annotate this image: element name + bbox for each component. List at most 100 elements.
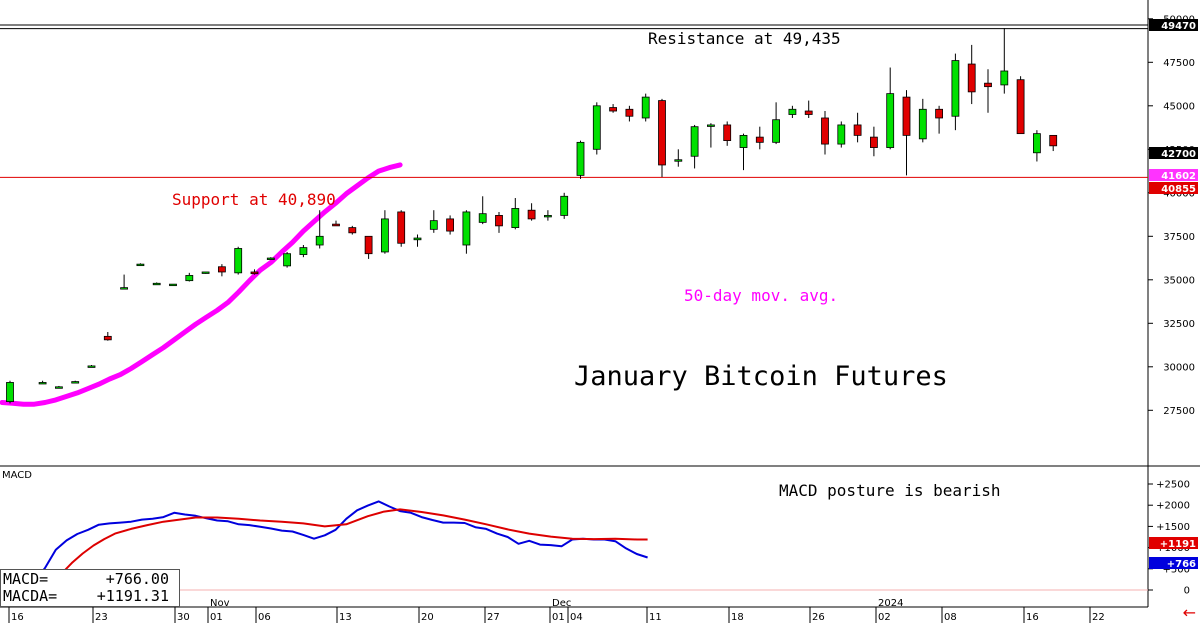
candle [951,53,960,131]
candle [739,133,748,171]
candle [446,215,455,235]
candle [250,269,259,275]
month-label: Dec [552,598,571,609]
macd-panel-title: MACD [2,470,32,481]
candle [1033,130,1041,162]
candle [853,112,862,143]
candle [576,140,585,179]
candle [609,104,617,113]
price-tick-label: 47500 [1163,58,1195,69]
candle [103,332,112,341]
date-tick-label: 08 [944,612,957,623]
chart-title: January Bitcoin Futures [574,361,948,392]
candle [821,111,829,155]
candle [152,282,161,286]
value-badge: 42700 [1149,147,1198,160]
ma-line [0,162,403,407]
back-arrow-icon[interactable]: ← [1182,603,1196,622]
value-badge: +766 [1149,557,1198,570]
candle [984,69,992,113]
candle [641,93,650,122]
candle [886,67,895,150]
candle [511,198,520,230]
price-tick-label: 32500 [1163,319,1195,330]
candle [690,124,699,169]
date-tick-label: 04 [570,612,583,623]
macda-readout-row: MACDA= +1191.31 [3,588,179,605]
date-tick-label: 16 [1026,612,1039,623]
svg-text:+1191: +1191 [1160,539,1196,550]
candle [804,100,813,118]
date-tick-label: 26 [812,612,825,623]
macd-readout-box: MACD= +766.00 MACDA= +1191.31 [0,569,180,607]
ma-annotation: 50-day mov. avg. [684,286,838,305]
macd-series-macda [49,508,648,590]
price-tick-label: 30000 [1163,362,1195,373]
candle [1049,134,1058,152]
candle [38,380,47,385]
price-tick-label: 27500 [1163,406,1195,417]
candle [478,196,487,225]
macd-tick-label: +2500 [1156,480,1190,491]
candle [935,105,943,134]
candle [592,102,601,155]
candle [217,264,226,277]
macd-tick-label: 0 [1184,586,1190,597]
candle [527,203,536,221]
date-tick-label: 02 [878,612,891,623]
date-tick-label: 13 [339,612,352,623]
candle [1016,76,1025,135]
value-badge: 40855 [1149,182,1198,195]
macd-readout-row: MACD= +766.00 [3,571,179,588]
date-tick-label: 20 [421,612,434,623]
candle [462,210,471,254]
candle [120,274,128,290]
candle [348,225,357,235]
resistance-annotation: Resistance at 49,435 [648,29,841,48]
candle [723,121,732,146]
candle [71,380,80,384]
candle [967,44,976,105]
candle [772,102,780,145]
candle [299,245,308,258]
candle [185,272,194,282]
svg-text:40855: 40855 [1161,184,1196,195]
month-label: 2024 [878,598,903,609]
candle [266,257,275,260]
candle [380,210,389,254]
svg-text:49470: 49470 [1161,21,1196,32]
macd-annotation: MACD posture is bearish [779,481,1001,500]
candle [902,90,911,176]
month-label: Nov [210,598,230,609]
value-badge: 49470 [1149,19,1198,32]
macda-readout-value: +1191.31 [96,587,169,605]
candle [315,210,324,249]
svg-text:41602: 41602 [1161,171,1196,182]
svg-text:42700: 42700 [1161,149,1196,160]
macd-tick-label: +1500 [1156,522,1190,533]
date-tick-label: 11 [649,612,662,623]
candle [169,283,177,287]
candle [658,98,666,178]
candle [918,98,927,143]
support-annotation: Support at 40,890 [172,190,336,209]
date-tick-label: 01 [210,612,223,623]
macd-tick-label: +2000 [1156,501,1190,512]
date-tick-label: 30 [177,612,190,623]
candle [364,235,373,259]
candle [837,121,846,148]
date-tick-label: 06 [258,612,271,623]
candle [332,220,340,227]
candle [201,271,210,274]
date-tick-label: 01 [552,612,565,623]
candle [870,126,878,157]
macd-readout-value: +766.00 [105,570,169,588]
candle [55,385,63,389]
candle [283,251,292,268]
candle [755,126,764,150]
candle [625,105,634,122]
svg-text:+766: +766 [1167,559,1196,570]
macd-readout-label: MACD= [3,570,49,588]
date-tick-label: 22 [1092,612,1105,623]
